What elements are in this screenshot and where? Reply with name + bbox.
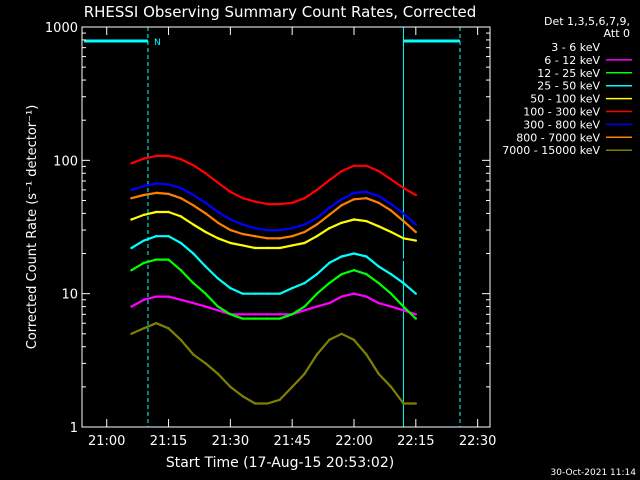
footer-date: 30-Oct-2021 11:14 <box>551 468 637 478</box>
chart-title: RHESSI Observing Summary Count Rates, Co… <box>84 3 477 21</box>
series-line-4 <box>131 210 417 250</box>
legend-label: 100 - 300 keV <box>523 106 600 119</box>
plot-frame <box>81 26 491 428</box>
series-line-2 <box>130 258 417 320</box>
legend-label: 50 - 100 keV <box>530 93 600 106</box>
series-line-1 <box>130 292 417 316</box>
observing-markers: N <box>81 27 461 427</box>
x-tick-label: 21:15 <box>150 434 187 449</box>
legend-header: Att 0 <box>604 27 630 40</box>
marker-label: N <box>154 38 161 48</box>
series-line-3 <box>130 235 417 295</box>
x-tick-label: 22:30 <box>459 434 496 449</box>
series-line-5 <box>131 154 417 206</box>
series-line-7 <box>131 191 417 240</box>
x-tick-label: 21:45 <box>273 434 310 449</box>
y-tick-label: 100 <box>53 154 78 169</box>
legend-label: 7000 - 15000 keV <box>502 144 600 157</box>
series-line-0 <box>131 255 417 264</box>
legend-label: 3 - 6 keV <box>551 41 600 54</box>
series-line-8 <box>131 322 416 405</box>
legend-label: 25 - 50 keV <box>537 80 600 93</box>
x-axis-label: Start Time (17-Aug-15 20:53:02) <box>166 455 394 471</box>
y-tick-label: 1 <box>70 421 78 436</box>
x-tick-label: 22:15 <box>397 434 434 449</box>
series-lines <box>130 154 418 405</box>
legend-header: Det 1,3,5,6,7,9, <box>544 15 630 28</box>
legend-label: 12 - 25 keV <box>537 67 600 80</box>
x-tick-label: 22:00 <box>335 434 372 449</box>
series-line-6 <box>131 182 417 232</box>
x-tick-label: 21:00 <box>88 434 125 449</box>
legend-label: 300 - 800 keV <box>523 118 600 131</box>
y-axis-label: Corrected Count Rate (s⁻¹ detector⁻¹) <box>25 105 40 350</box>
legend-label: 6 - 12 keV <box>544 54 600 67</box>
axes: 21:00 21:15 21:30 21:45 22:00 22:15 22:30 1 10 10… <box>45 21 496 449</box>
legend-label: 800 - 7000 keV <box>516 131 600 144</box>
x-tick-label: 21:30 <box>212 434 249 449</box>
y-tick-label: 1000 <box>45 21 78 36</box>
y-tick-label: 10 <box>61 288 78 303</box>
